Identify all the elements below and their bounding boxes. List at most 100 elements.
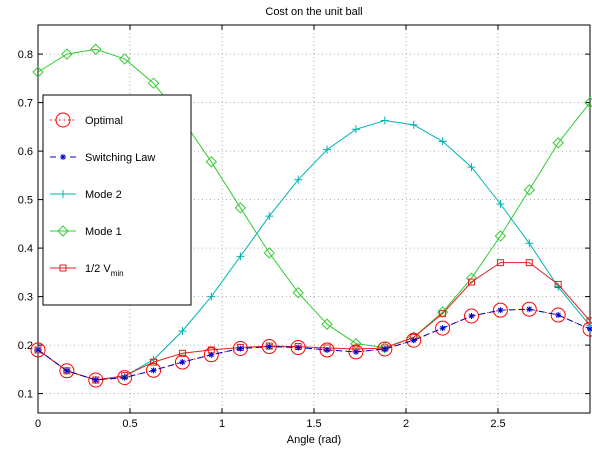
data-point: [525, 239, 534, 248]
data-point: [496, 199, 505, 208]
data-point: [208, 351, 215, 358]
data-point: [234, 202, 247, 214]
legend-label-subscript: min: [111, 269, 124, 278]
chart-title: Cost on the unit ball: [265, 6, 362, 18]
data-point: [178, 349, 186, 357]
data-point: [205, 156, 218, 168]
legend-label: Optimal: [85, 115, 123, 127]
y-tick-label: 0.7: [18, 98, 33, 110]
data-point: [582, 321, 592, 337]
data-point: [584, 96, 592, 109]
data-point: [409, 120, 418, 129]
data-point: [525, 259, 533, 267]
legend-entry: Optimal: [50, 112, 123, 128]
series-group: [30, 43, 592, 388]
y-tick-label: 0.8: [18, 49, 33, 61]
data-point: [494, 230, 507, 242]
legend-swatch-marker: [60, 154, 66, 160]
data-point: [526, 306, 533, 313]
legend-swatch-marker: [59, 190, 67, 198]
data-point: [150, 358, 158, 366]
data-point: [351, 125, 360, 134]
data-point: [439, 310, 447, 318]
legend-entry: Mode 1: [50, 225, 122, 238]
series-optimal: [30, 301, 592, 388]
data-point: [118, 53, 131, 65]
data-point: [117, 370, 133, 386]
data-point: [90, 43, 102, 55]
data-point: [178, 327, 187, 336]
data-point: [174, 354, 190, 370]
data-point: [237, 345, 244, 352]
legend-swatch-marker: [55, 112, 71, 128]
data-point: [146, 362, 162, 378]
data-point: [32, 66, 44, 78]
data-point: [468, 313, 475, 319]
legend-box: [42, 94, 192, 306]
data-point: [179, 359, 186, 366]
data-point: [377, 341, 393, 357]
data-point: [381, 345, 388, 352]
data-point: [496, 259, 504, 267]
y-tick-label: 0.4: [18, 243, 33, 255]
legend-swatch-marker: [57, 225, 69, 237]
data-point: [207, 292, 216, 301]
data-point: [352, 348, 359, 355]
x-tick-label: 1: [219, 418, 225, 430]
data-point: [59, 363, 75, 379]
series-switching-law: [35, 306, 592, 384]
data-point: [380, 116, 389, 125]
data-point: [523, 184, 535, 196]
data-point: [554, 280, 562, 288]
x-tick-label: 0.5: [122, 418, 137, 430]
y-tick-label: 0.6: [18, 146, 33, 158]
series-line: [37, 262, 591, 381]
data-point: [236, 252, 245, 261]
data-point: [467, 163, 476, 172]
data-point: [121, 374, 128, 381]
data-point: [550, 307, 566, 323]
data-point: [464, 308, 480, 324]
legend-label: Switching Law: [85, 152, 155, 164]
data-point: [30, 342, 46, 358]
data-point: [294, 175, 303, 184]
legend-label: Mode 2: [85, 189, 122, 201]
y-tick-label: 0.5: [18, 195, 33, 207]
data-point: [265, 212, 274, 221]
data-point: [492, 302, 508, 318]
data-point: [439, 325, 446, 332]
data-point: [410, 337, 417, 344]
data-point: [203, 347, 219, 363]
data-point: [292, 287, 304, 299]
series-line: [37, 48, 591, 349]
data-point: [88, 372, 104, 388]
data-point: [586, 317, 592, 325]
data-point: [61, 48, 73, 60]
data-point: [468, 278, 476, 286]
axis-ticks: 0 0.5 1 1.5 2 2.5 0.1 0.2 0.3 0.4 0.5 0.6 0.7 0.8: [18, 25, 590, 430]
x-tick-label: 2: [403, 418, 409, 430]
data-point: [323, 145, 332, 154]
data-point: [147, 77, 160, 89]
x-tick-label: 0: [35, 418, 41, 430]
data-point: [552, 137, 564, 149]
data-point: [497, 307, 504, 314]
legend-swatch-marker: [59, 264, 67, 272]
y-tick-label: 0.1: [18, 389, 33, 401]
legend-label: Mode 1: [85, 226, 122, 238]
legend-entry: Mode 2: [50, 189, 122, 201]
series-line: [37, 308, 591, 381]
x-tick-label: 1.5: [306, 418, 321, 430]
data-point: [35, 346, 41, 353]
x-tick-label: 2.5: [490, 418, 505, 430]
x-axis-label: Angle (rad): [287, 434, 341, 446]
y-tick-label: 0.2: [18, 340, 33, 352]
data-point: [435, 320, 451, 336]
data-point: [324, 346, 331, 353]
data-point: [555, 312, 562, 319]
data-point: [92, 377, 99, 384]
y-tick-label: 0.3: [18, 292, 33, 304]
legend-entry: Switching Law: [50, 152, 155, 164]
